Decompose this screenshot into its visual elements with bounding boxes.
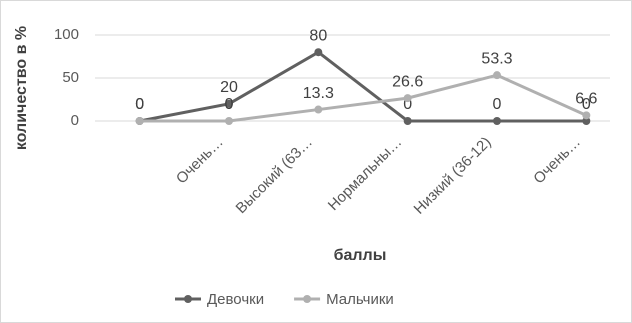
legend-marker xyxy=(184,295,192,303)
y-tick-label: 0 xyxy=(71,112,79,129)
point xyxy=(493,117,501,125)
point xyxy=(314,48,323,57)
data-label: 80 xyxy=(309,27,327,44)
data-label: 0 xyxy=(582,96,591,113)
data-label: 13.3 xyxy=(303,85,334,102)
point xyxy=(403,94,412,103)
data-label: 0 xyxy=(135,96,144,113)
data-label: 0 xyxy=(493,96,502,113)
data-label: 0 xyxy=(225,96,234,113)
data-label: 20 xyxy=(220,79,238,96)
x-axis-title: баллы xyxy=(334,247,387,264)
series-line xyxy=(139,73,587,123)
point xyxy=(225,99,233,108)
point xyxy=(493,71,501,80)
y-tick-label: 50 xyxy=(62,69,79,86)
point xyxy=(403,117,412,125)
data-label: 53.3 xyxy=(481,50,512,67)
point xyxy=(135,117,144,125)
point xyxy=(582,111,591,120)
data-label: 26.6 xyxy=(392,73,423,90)
data-label: 0 xyxy=(403,96,412,113)
legend-label: Мальчики xyxy=(326,291,394,308)
y-axis-title: количество в % xyxy=(13,26,30,150)
point xyxy=(314,105,323,114)
data-label: 0 xyxy=(135,96,144,113)
data-label: 6.6 xyxy=(575,91,597,108)
point xyxy=(225,117,233,125)
legend-marker xyxy=(303,295,312,303)
y-tick-label: 100 xyxy=(54,26,79,43)
legend-label: Девочки xyxy=(207,291,264,308)
series-line xyxy=(139,50,587,123)
point xyxy=(582,117,591,125)
